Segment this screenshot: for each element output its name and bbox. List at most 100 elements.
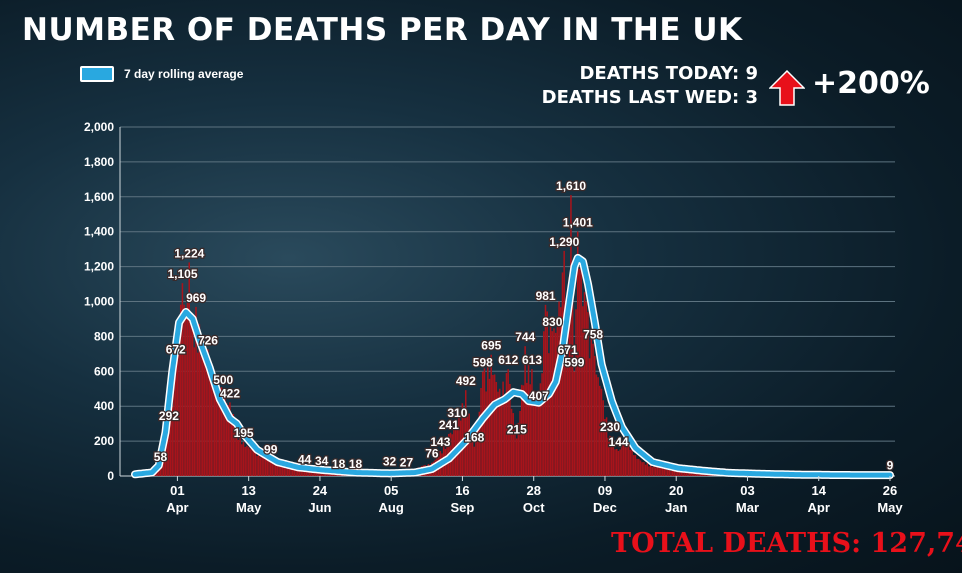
y-tick-label: 600 [94,364,114,378]
bar [688,472,691,476]
bar [268,458,270,476]
data-label: 500 [213,373,233,387]
bar [254,449,257,476]
bar [529,384,531,476]
x-tick-label: 26 [883,483,897,498]
bar [302,467,304,476]
page-title: NUMBER OF DEATHS PER DAY IN THE UK [22,12,743,48]
x-tick-label: 05 [384,483,398,498]
data-label: 422 [220,386,240,400]
bar [604,419,606,476]
data-label: 34 [315,454,329,468]
bar [210,364,213,476]
bar [593,355,596,476]
bar [173,375,175,476]
bar [655,467,657,476]
bar [315,470,318,476]
data-label: 758 [583,328,603,342]
bar [597,377,599,476]
x-tick-label: 13 [241,483,255,498]
bar [602,400,604,476]
bar [252,448,255,476]
bar [181,283,184,476]
data-label: 407 [529,389,549,403]
rolling-average-line [132,255,893,478]
bar [575,309,577,476]
bar [478,411,481,476]
data-label: 310 [447,406,467,420]
bar [246,445,248,476]
bar [554,332,557,476]
bar [600,388,603,476]
bar [571,286,574,476]
bar [497,391,499,476]
bar [286,463,289,476]
bar [256,455,258,476]
bar [500,399,503,476]
bar [274,463,277,476]
bar [164,443,167,476]
bar [159,465,162,476]
bar [303,468,306,476]
bar [570,195,572,476]
bar [166,435,168,476]
bar [237,439,240,476]
bar [198,324,201,476]
bar [614,449,616,476]
bar [213,373,216,476]
x-tick-label: Apr [166,500,188,515]
bar [162,452,165,476]
y-tick-label: 1,400 [84,225,114,239]
bar [495,381,498,476]
bar [522,385,525,476]
bar [505,373,508,476]
bar [235,423,238,476]
bar [666,470,669,476]
bar [585,301,587,476]
x-tick-label: Mar [736,500,759,515]
data-label: 492 [456,374,476,388]
bar [507,369,509,476]
bar [305,468,308,476]
bar [232,414,235,476]
bar [626,432,628,476]
bar [261,453,263,476]
data-label: 18 [349,457,363,471]
bar [632,455,635,476]
bar [536,401,538,476]
bar [629,449,632,476]
y-tick-label: 800 [94,329,114,343]
bar [293,467,296,476]
bar [534,391,537,476]
bar [258,451,260,476]
bar [498,388,501,476]
bar [639,460,642,476]
bar [510,408,513,476]
bar [641,462,643,476]
bar [583,292,586,476]
data-label: 143 [430,435,450,449]
bar [649,464,652,476]
arrow-up-icon [769,70,805,106]
x-tick-label: 16 [455,483,469,498]
bar [285,464,287,476]
bar [548,353,550,476]
bar [680,471,682,476]
deaths-last-wed: DEATHS LAST WED: 3 [541,87,758,108]
bar [509,383,511,476]
bar [544,304,547,476]
bar [471,437,474,476]
data-label: 144 [609,435,629,449]
x-tick-label: 14 [812,483,827,498]
bar [665,468,667,476]
bar [578,268,581,476]
data-label: 9 [887,458,894,472]
bar [234,429,236,476]
bar [493,374,496,476]
bar [222,388,224,476]
total-deaths: TOTAL DEATHS: 127,748 [611,528,962,559]
bar [648,466,650,476]
bar [677,470,679,476]
bar [699,473,701,476]
